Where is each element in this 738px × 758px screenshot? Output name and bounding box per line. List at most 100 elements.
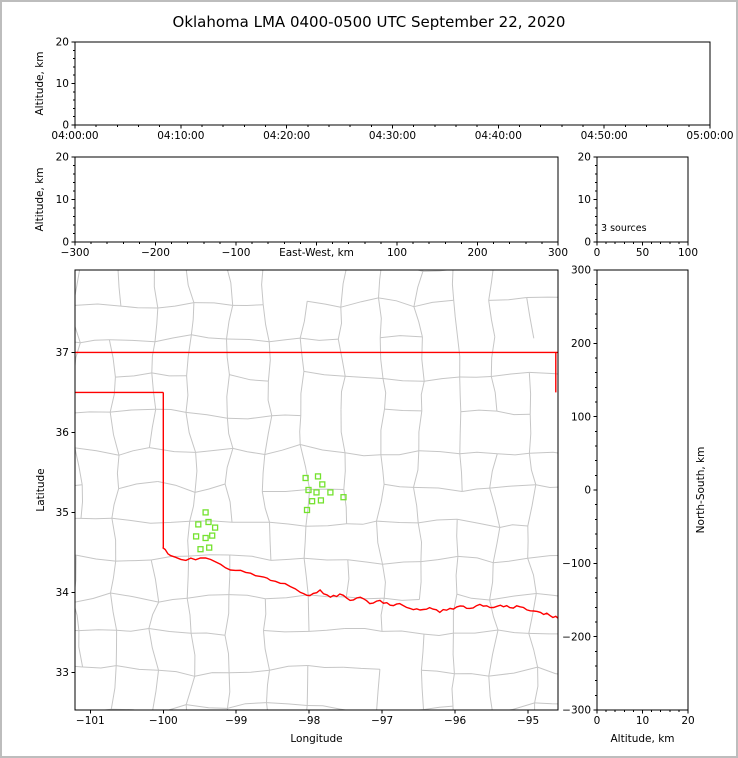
- county-line: [148, 601, 160, 629]
- county-line: [190, 302, 195, 335]
- station-marker: [202, 509, 209, 516]
- county-line: [151, 372, 157, 410]
- county-line: [117, 270, 122, 307]
- county-line: [40, 411, 73, 413]
- county-line: [603, 445, 651, 450]
- county-line: [186, 704, 228, 709]
- east-west-height-panel-frame: [74, 156, 559, 243]
- county-line: [491, 713, 493, 747]
- county-line: [78, 629, 117, 632]
- county-line: [229, 554, 272, 561]
- red-river-border: [162, 547, 558, 620]
- county-line: [422, 709, 424, 710]
- county-line: [380, 454, 385, 485]
- county-line: [344, 628, 383, 632]
- county-boundaries: [34, 224, 651, 748]
- county-line: [110, 561, 117, 594]
- county-line: [226, 744, 270, 748]
- county-line: [261, 454, 266, 492]
- county-line: [499, 524, 528, 528]
- county-line: [489, 562, 494, 601]
- county-line: [565, 740, 609, 743]
- county-line: [376, 484, 385, 522]
- station-marker: [211, 524, 219, 531]
- county-line: [155, 408, 187, 413]
- county-line: [568, 455, 575, 487]
- tick-label: 0: [584, 485, 591, 497]
- county-line: [303, 526, 307, 559]
- county-line: [378, 739, 415, 740]
- station-marker: [319, 481, 326, 488]
- county-line: [347, 559, 383, 565]
- county-line: [300, 337, 339, 341]
- tick-label: 10: [578, 194, 591, 206]
- county-line: [75, 555, 77, 593]
- tick-label: 0: [62, 237, 69, 249]
- county-line: [263, 630, 270, 671]
- county-line: [528, 633, 539, 668]
- county-line: [497, 452, 530, 456]
- county-line: [423, 632, 454, 637]
- county-line: [224, 448, 234, 485]
- county-line: [605, 637, 610, 670]
- tick-label: 10: [56, 78, 69, 90]
- county-line: [152, 670, 159, 710]
- county-line: [37, 374, 40, 411]
- county-line: [118, 267, 154, 269]
- county-line: [150, 559, 160, 603]
- ew-height-xlabel: East-West, km: [279, 247, 354, 259]
- county-line: [528, 453, 537, 485]
- tick-label: 37: [56, 347, 69, 359]
- county-line: [263, 630, 310, 633]
- county-line: [337, 307, 343, 340]
- county-line: [300, 262, 348, 268]
- source-count-annotation: 3 sources: [601, 223, 647, 234]
- county-line: [148, 628, 192, 634]
- county-line: [491, 371, 530, 377]
- county-line: [189, 224, 233, 226]
- county-line: [340, 739, 378, 744]
- tick-label: −200: [562, 631, 591, 643]
- county-line: [233, 226, 272, 227]
- county-line: [75, 447, 83, 485]
- county-line: [116, 628, 149, 632]
- county-line: [307, 594, 310, 632]
- county-line: [190, 633, 196, 677]
- map-panel-frame: [74, 269, 559, 711]
- county-line: [537, 666, 558, 675]
- county-line: [605, 380, 613, 413]
- county-line: [490, 336, 496, 377]
- county-line: [118, 447, 150, 456]
- station-marker: [308, 498, 316, 505]
- tick-label: 50: [636, 247, 649, 259]
- county-line: [553, 270, 558, 271]
- county-line: [232, 447, 265, 455]
- county-line: [158, 669, 195, 677]
- oklahoma-state-border: [75, 351, 558, 620]
- county-line: [604, 486, 646, 487]
- county-line: [299, 338, 305, 372]
- county-line: [188, 554, 230, 557]
- county-line: [110, 592, 159, 603]
- county-line: [489, 593, 537, 601]
- county-line: [453, 629, 499, 634]
- county-line: [148, 628, 159, 671]
- county-line: [115, 227, 118, 268]
- time-height-panel-frame: [74, 41, 711, 126]
- county-line: [488, 300, 496, 337]
- county-line: [380, 450, 419, 456]
- county-line: [647, 411, 651, 450]
- county-line: [185, 270, 195, 303]
- county-line: [493, 557, 528, 564]
- ns-height-xlabel: Altitude, km: [610, 733, 674, 745]
- county-line: [422, 270, 452, 272]
- county-line: [489, 484, 536, 489]
- tick-label: 04:30:00: [369, 130, 416, 142]
- county-line: [413, 450, 420, 488]
- county-line: [82, 665, 117, 669]
- county-line: [384, 483, 414, 488]
- county-line: [413, 486, 463, 492]
- county-line: [380, 335, 423, 339]
- county-line: [270, 557, 305, 561]
- county-line: [34, 301, 41, 337]
